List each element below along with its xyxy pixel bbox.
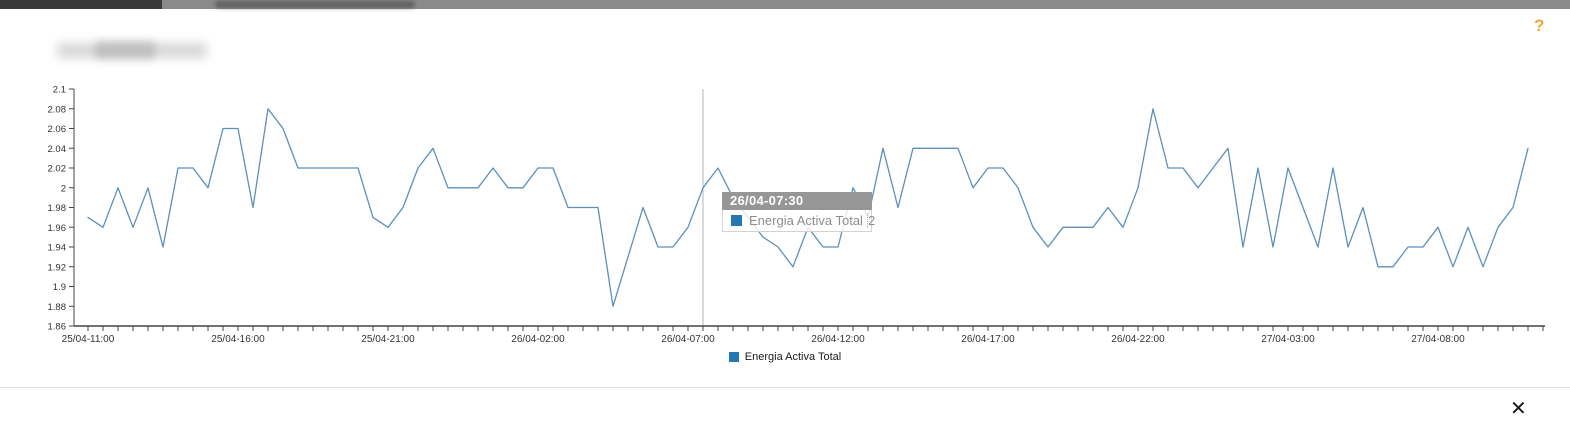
footer-divider: [0, 387, 1570, 388]
close-button[interactable]: ✕: [1510, 398, 1527, 420]
tooltip-series-label: Energia Activa Total: [749, 213, 863, 228]
y-tick-label: 1.92: [48, 262, 67, 273]
x-tick-label: 26/04-22:00: [1111, 334, 1165, 345]
x-tick-label: 26/04-02:00: [511, 334, 565, 345]
tooltip-body: Energia Activa Total 2: [722, 210, 876, 232]
y-tick-label: 2.02: [48, 164, 67, 175]
y-tick-label: 1.86: [48, 322, 67, 333]
x-tick-label: 25/04-16:00: [211, 334, 265, 345]
y-tick-label: 1.94: [48, 243, 67, 254]
y-tick-label: 2.1: [53, 85, 66, 96]
y-tick-label: 2.08: [48, 104, 67, 115]
blurred-text-block: [57, 43, 207, 58]
tooltip-value: 2: [867, 213, 876, 228]
blurred-tab-title: [215, 1, 415, 8]
y-tick-label: 2.06: [48, 124, 67, 135]
chart-tooltip: 26/04-07:30 Energia Activa Total 2: [722, 192, 876, 232]
legend-color-swatch-icon: [728, 352, 739, 362]
y-tick-label: 1.96: [48, 223, 67, 234]
x-tick-label: 26/04-07:00: [661, 334, 715, 345]
y-tick-label: 1.9: [53, 282, 66, 293]
browser-tab-fragment: [0, 0, 162, 9]
browser-top-bar: [0, 0, 1570, 9]
x-tick-label: 25/04-21:00: [361, 334, 415, 345]
x-tick-label: 27/04-08:00: [1411, 334, 1465, 345]
tooltip-separator: [866, 213, 868, 228]
x-tick-label: 26/04-17:00: [961, 334, 1015, 345]
legend-label: Energia Activa Total: [744, 351, 842, 363]
line-chart[interactable]: 2.1 2.08 2.06 2.04 2.02 2 1.98 1.96 1.94 1.92 1.9 1…: [0, 0, 1570, 380]
y-tick-label: 2: [61, 183, 66, 194]
x-tick-label: 27/04-03:00: [1261, 334, 1315, 345]
series-color-swatch-icon: [731, 215, 742, 226]
chart-legend: Energia Activa Total: [0, 351, 1570, 363]
x-tick-label: 26/04-12:00: [811, 334, 865, 345]
y-tick-label: 1.98: [48, 203, 67, 214]
legend-item-energia-activa-total[interactable]: Energia Activa Total: [728, 351, 842, 363]
blurred-text-block: [95, 41, 155, 59]
page-title-redacted: [57, 39, 209, 63]
help-icon[interactable]: ?: [1534, 16, 1545, 35]
tooltip-title: 26/04-07:30: [722, 192, 872, 210]
x-tick-label: 25/04-11:00: [62, 334, 115, 345]
y-tick-label: 2.04: [48, 144, 67, 155]
y-tick-label: 1.88: [48, 302, 67, 313]
